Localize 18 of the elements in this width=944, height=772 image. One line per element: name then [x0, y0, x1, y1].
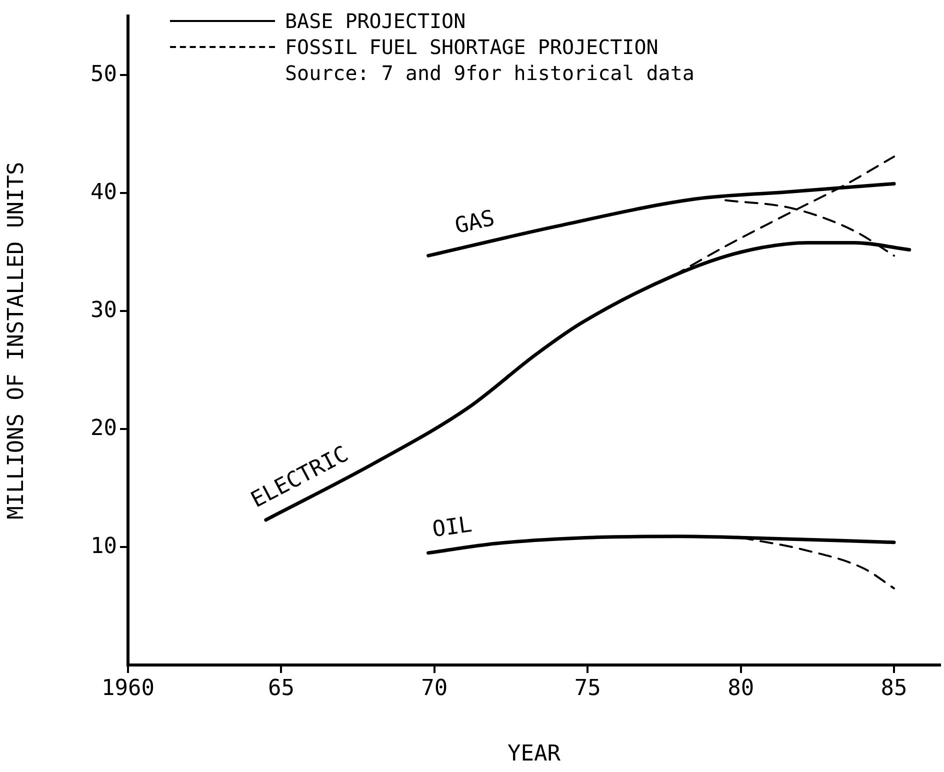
y-axis-title: MILLIONS OF INSTALLED UNITS: [4, 162, 29, 520]
x-tick-label: 80: [728, 676, 754, 701]
y-tick-label: 40: [90, 180, 117, 205]
annotation: FOSSIL FUEL SHORTAGE PROJECTION: [285, 34, 658, 60]
x-tick-label: 75: [574, 676, 601, 701]
annotation: BASE PROJECTION: [285, 8, 466, 34]
y-tick-label: 50: [90, 62, 117, 87]
x-tick-label: 65: [268, 676, 294, 701]
annotation: Source: 7 and 9for historical data: [285, 60, 694, 86]
y-tick-label: 30: [90, 298, 117, 323]
y-tick-label: 10: [90, 534, 117, 559]
x-tick-label: 85: [880, 676, 908, 701]
text: GAS: [452, 206, 498, 240]
y-tick-label: 20: [90, 416, 117, 441]
x-axis-title: YEAR: [508, 742, 562, 767]
x-tick-label: 1960: [102, 676, 154, 701]
x-tick-label: 70: [421, 676, 448, 701]
text: OIL: [430, 512, 474, 543]
